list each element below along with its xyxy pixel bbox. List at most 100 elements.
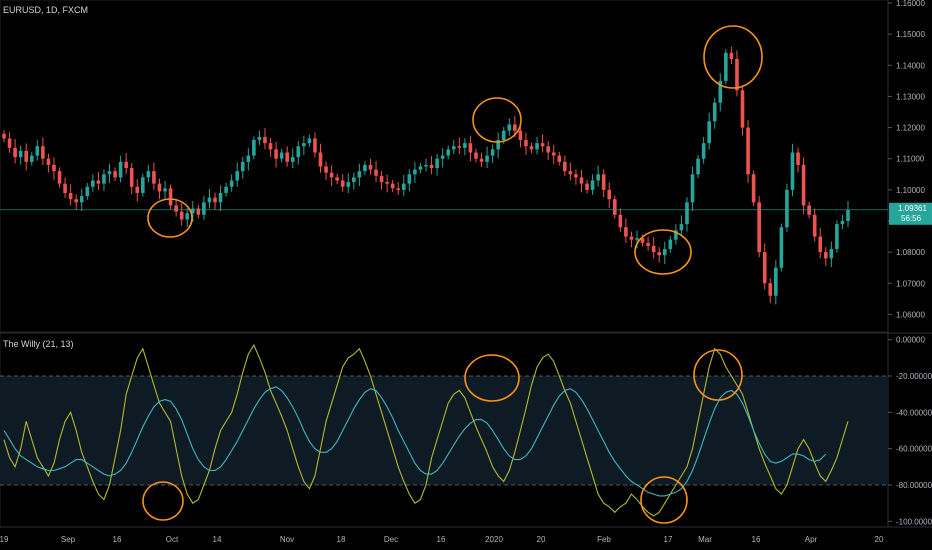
candle-body xyxy=(596,174,600,181)
candle-body xyxy=(374,169,378,176)
indicator-tick-label: -100.00000 xyxy=(896,517,932,526)
candle-body xyxy=(141,177,145,193)
candle-body xyxy=(285,152,289,162)
candle-body xyxy=(774,267,778,296)
last-price-value: 1.09361 xyxy=(898,204,927,213)
symbol-label[interactable]: EURUSD, 1D, FXCM xyxy=(3,5,89,15)
candle-body xyxy=(290,157,295,162)
candle-body xyxy=(135,186,140,193)
candle-body xyxy=(207,197,212,203)
candle-body xyxy=(674,230,678,240)
candle-body xyxy=(712,102,717,122)
candle-body xyxy=(818,236,823,253)
candle-body xyxy=(590,180,595,190)
candle-body xyxy=(296,146,301,158)
last-price-badge xyxy=(889,202,932,225)
candle-body xyxy=(507,124,512,131)
candle-body xyxy=(707,121,711,144)
candle-body xyxy=(451,146,456,150)
candle-body xyxy=(318,152,323,167)
candle-body xyxy=(535,143,539,150)
indicator-tick-label: -20.00000 xyxy=(896,372,932,381)
candle-body xyxy=(224,186,228,193)
candle-body xyxy=(7,138,12,148)
candle-body xyxy=(68,192,73,200)
candle-body xyxy=(396,188,401,190)
candle-body xyxy=(240,161,245,172)
annot-circle-mar-high xyxy=(703,25,763,89)
candle-body xyxy=(357,171,362,178)
candle-body xyxy=(468,143,473,153)
candle-body xyxy=(807,205,811,215)
candle-body xyxy=(152,171,156,184)
candle-body xyxy=(574,174,578,178)
candle-body xyxy=(524,140,528,147)
price-tick-label: 1.07000 xyxy=(896,279,925,288)
candle-body xyxy=(102,174,106,184)
candle-body xyxy=(35,146,40,156)
price-tick-label: 1.13000 xyxy=(896,92,925,101)
candle-body xyxy=(324,166,328,173)
price-tick-label: 1.10000 xyxy=(896,186,925,195)
candle-body xyxy=(546,146,550,153)
candle-body xyxy=(24,150,29,162)
candle-body xyxy=(46,158,51,165)
candle-body xyxy=(551,152,556,156)
candle-body xyxy=(218,192,223,203)
candles-layer xyxy=(0,46,888,305)
indicator-label[interactable]: The Willy (21, 13) xyxy=(3,339,74,349)
candle-body xyxy=(379,175,384,183)
candle-body xyxy=(52,164,56,172)
annot-circle-feb-low xyxy=(634,229,692,275)
time-tick-label: 18 xyxy=(337,535,346,544)
candle-body xyxy=(246,155,251,162)
candle-body xyxy=(124,161,128,169)
candle-body xyxy=(640,238,645,243)
candle-body xyxy=(229,180,234,187)
time-tick-label: Feb xyxy=(597,535,611,544)
time-tick-label: Dec xyxy=(384,535,398,544)
candle-body xyxy=(612,199,617,215)
candle-body xyxy=(118,161,123,178)
candle-body xyxy=(740,90,745,128)
candle-body xyxy=(518,130,523,141)
candle-body xyxy=(829,249,834,259)
candle-body xyxy=(585,183,589,190)
candle-body xyxy=(490,149,495,156)
candle-body xyxy=(801,164,806,206)
series-line-willy xyxy=(3,343,849,517)
candle-body xyxy=(107,171,112,175)
candle-body xyxy=(302,143,306,147)
indicator-band-layer xyxy=(0,375,888,486)
candle-body xyxy=(646,242,650,246)
candle-body xyxy=(213,197,217,203)
price-tick-label: 1.15000 xyxy=(896,30,925,39)
annot-circle-ind-mar xyxy=(693,349,743,401)
candle-body xyxy=(513,124,517,131)
candle-body xyxy=(85,186,90,197)
candle-body xyxy=(63,183,67,193)
time-tick-label: 14 xyxy=(213,535,222,544)
candle-body xyxy=(846,209,850,221)
candle-body xyxy=(146,171,151,178)
candle-body xyxy=(540,143,545,147)
time-tick-label: 16 xyxy=(752,535,761,544)
candle-body xyxy=(563,161,567,172)
bar-countdown: 56:56 xyxy=(901,214,922,223)
candle-body xyxy=(390,183,395,189)
candle-body xyxy=(529,146,534,150)
candle-body xyxy=(485,155,489,162)
candle-body xyxy=(168,188,173,206)
candle-body xyxy=(313,138,317,153)
candle-body xyxy=(96,180,101,184)
candle-body xyxy=(346,182,351,187)
candle-body xyxy=(279,152,284,159)
indicator-tick-label: -60.00000 xyxy=(896,445,932,454)
candle-body xyxy=(235,171,240,181)
price-tick-label: 1.14000 xyxy=(896,61,925,70)
candle-body xyxy=(785,189,789,228)
candle-body xyxy=(435,158,439,169)
candle-body xyxy=(690,174,695,203)
candle-body xyxy=(501,130,506,141)
candle-body xyxy=(179,211,184,220)
